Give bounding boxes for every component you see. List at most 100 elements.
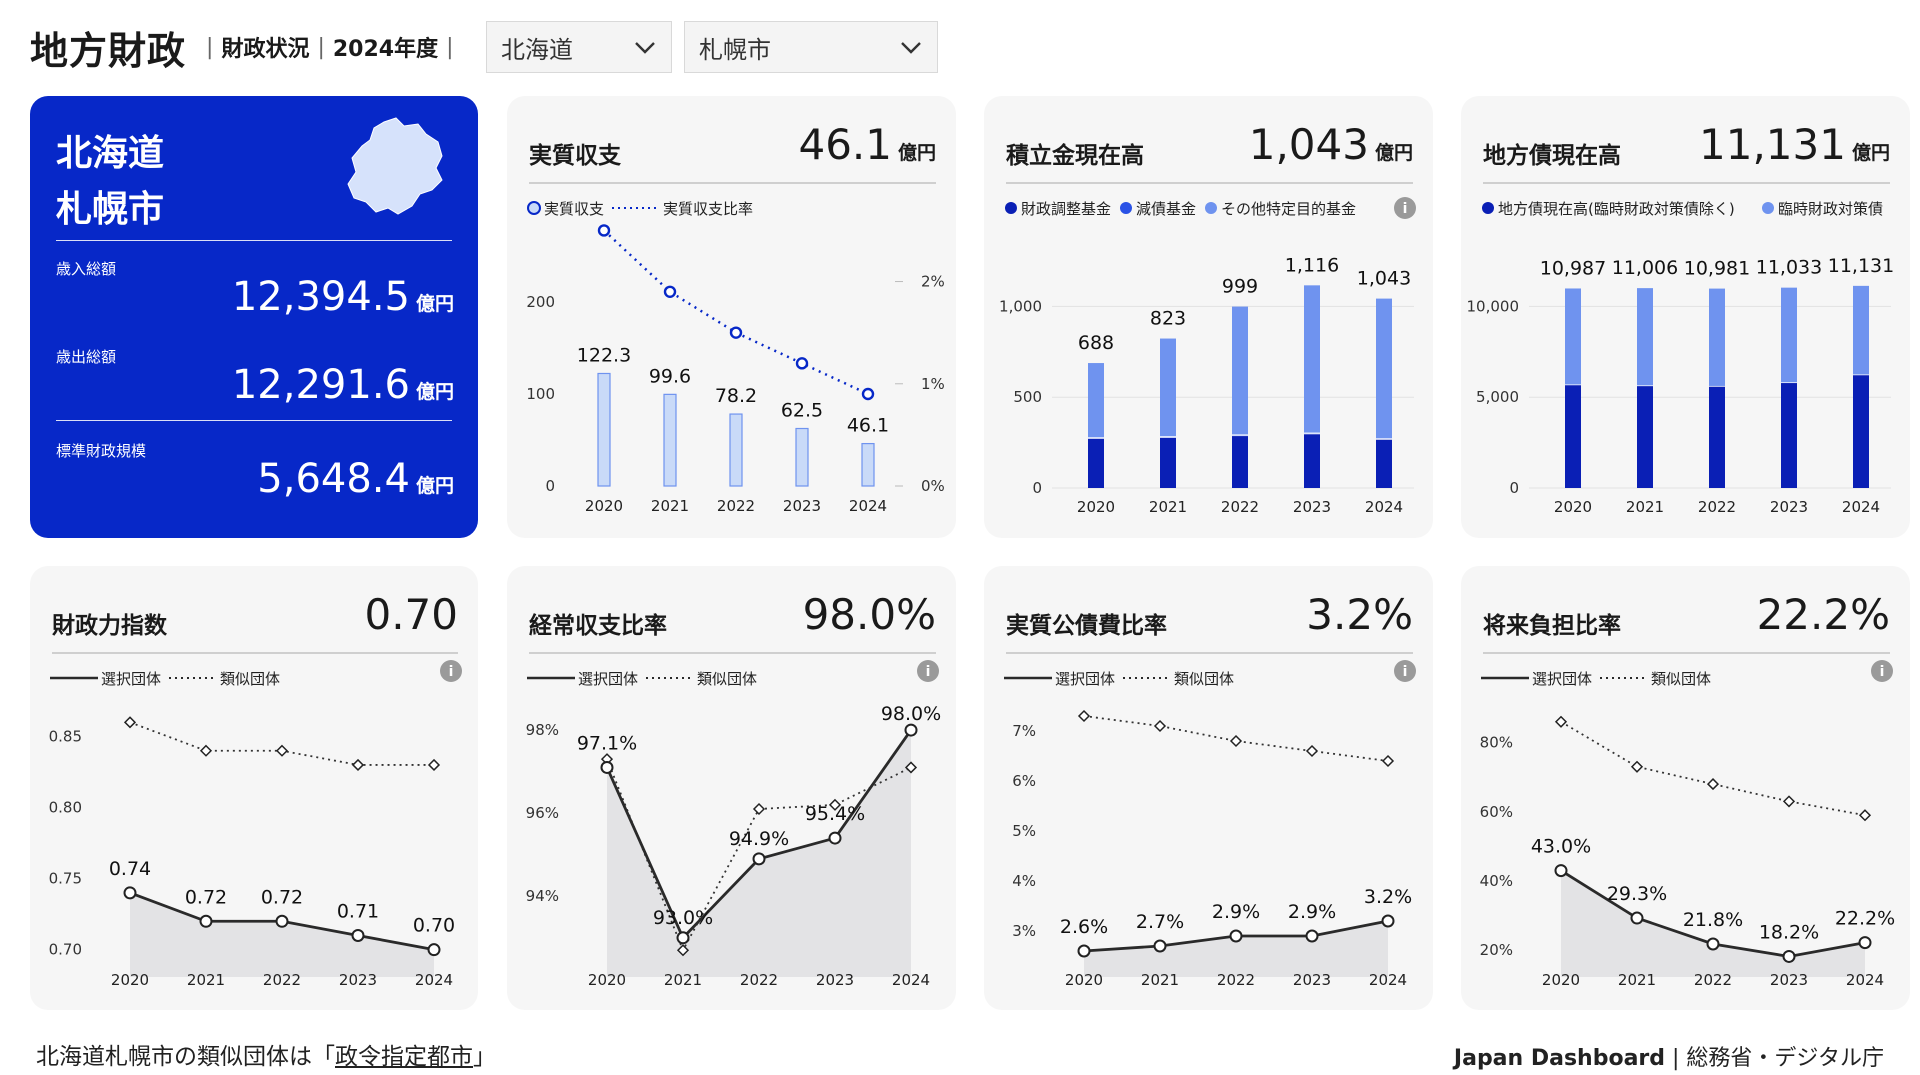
y-tick-label: 0 bbox=[1032, 479, 1042, 497]
legend-swatch bbox=[1762, 202, 1774, 214]
selected-point bbox=[1231, 931, 1242, 942]
x-tick-label: 2023 bbox=[339, 971, 377, 989]
page-header: 地方財政 | 財政状況 | 2024年度 | bbox=[30, 18, 462, 76]
data-label: 97.1% bbox=[577, 732, 637, 754]
x-tick-label: 2023 bbox=[1293, 971, 1331, 989]
divider bbox=[56, 240, 452, 241]
page-title: 地方財政 bbox=[30, 20, 186, 75]
line-point bbox=[731, 328, 741, 338]
bar-segment bbox=[1088, 438, 1104, 488]
data-label: 1,116 bbox=[1285, 254, 1339, 276]
selected-point bbox=[1155, 941, 1166, 952]
y-tick-label: 200 bbox=[526, 293, 555, 311]
legend-label: 減債基金 bbox=[1136, 200, 1196, 218]
x-tick-label: 2024 bbox=[1846, 971, 1884, 989]
data-label: 62.5 bbox=[781, 400, 823, 422]
data-label: 98.0% bbox=[881, 703, 941, 725]
bar-segment bbox=[1637, 288, 1653, 385]
data-label: 94.9% bbox=[729, 828, 789, 850]
bar-segment bbox=[1088, 363, 1104, 437]
future-burden-card: 将来負担比率 22.2% 選択団体類似団体i20%40%60%80%43.0%2… bbox=[1461, 566, 1910, 1010]
x-tick-label: 2022 bbox=[263, 971, 301, 989]
data-label: 0.70 bbox=[413, 915, 455, 937]
data-label: 11,131 bbox=[1828, 255, 1894, 277]
city-select[interactable]: 札幌市 bbox=[684, 21, 938, 73]
data-label: 78.2 bbox=[715, 385, 757, 407]
selected-point bbox=[1307, 931, 1318, 942]
ordinary-ratio-card: 経常収支比率 98.0% 選択団体類似団体i94%96%98%97.1%93.0… bbox=[507, 566, 956, 1010]
y-tick-label: 500 bbox=[1013, 388, 1042, 406]
legend-label: その他特定目的基金 bbox=[1221, 200, 1356, 218]
y-tick-label: 1,000 bbox=[999, 297, 1042, 315]
legend-label: 選択団体 bbox=[101, 670, 161, 688]
series-line bbox=[604, 230, 868, 394]
unit-label: 億円 bbox=[416, 475, 454, 497]
y-tick-label: 0.80 bbox=[49, 799, 82, 817]
legend-label: 実質収支比率 bbox=[663, 200, 753, 218]
unit-label: 億円 bbox=[416, 381, 454, 403]
bar bbox=[730, 414, 742, 486]
divider bbox=[56, 420, 452, 421]
x-tick-label: 2021 bbox=[1618, 971, 1656, 989]
similar-point bbox=[353, 760, 363, 770]
y-tick-label: 7% bbox=[1012, 722, 1036, 740]
legend-label: 地方債現在高(臨時財政対策債除く) bbox=[1498, 200, 1735, 218]
y-tick-label: 6% bbox=[1012, 772, 1036, 790]
local-bond-card: 地方債現在高 11,131億円 地方債現在高(臨時財政対策債除く)臨時財政対策債… bbox=[1461, 96, 1910, 538]
legend-label: 選択団体 bbox=[1055, 670, 1115, 688]
y-tick-label: 96% bbox=[526, 804, 559, 822]
brand-name: Japan Dashboard bbox=[1454, 1046, 1665, 1071]
x-tick-label: 2020 bbox=[585, 497, 623, 515]
selected-point bbox=[1708, 939, 1719, 950]
data-label: 122.3 bbox=[577, 344, 631, 366]
data-label: 3.2% bbox=[1364, 886, 1412, 908]
note-suffix: 」 bbox=[473, 1044, 496, 1070]
legend-label: 実質収支 bbox=[544, 200, 604, 218]
similar-point bbox=[429, 760, 439, 770]
local-bond-chart: 地方債現在高(臨時財政対策債除く)臨時財政対策債05,00010,00010,9… bbox=[1461, 96, 1910, 538]
separator: | bbox=[206, 35, 213, 60]
bar-segment bbox=[1376, 299, 1392, 438]
selected-point bbox=[277, 916, 288, 927]
x-tick-label: 2020 bbox=[588, 971, 626, 989]
x-tick-label: 2021 bbox=[187, 971, 225, 989]
x-tick-label: 2022 bbox=[1694, 971, 1732, 989]
prefecture-select[interactable]: 北海道 bbox=[486, 21, 672, 73]
note-prefix: 北海道札幌市の類似団体は「 bbox=[36, 1044, 335, 1070]
x-tick-label: 2021 bbox=[1149, 498, 1187, 516]
selected-point bbox=[602, 762, 613, 773]
data-label: 2.7% bbox=[1136, 911, 1184, 933]
legend-swatch bbox=[1205, 202, 1217, 214]
x-tick-label: 2020 bbox=[1077, 498, 1115, 516]
x-tick-label: 2021 bbox=[664, 971, 702, 989]
x-tick-label: 2023 bbox=[816, 971, 854, 989]
future-burden-chart: 選択団体類似団体i20%40%60%80%43.0%29.3%21.8%18.2… bbox=[1461, 566, 1910, 1010]
breadcrumb-year[interactable]: 2024年度 bbox=[333, 31, 438, 63]
selected-point bbox=[1079, 946, 1090, 957]
x-tick-label: 2020 bbox=[1065, 971, 1103, 989]
info-icon-glyph: i bbox=[1880, 664, 1885, 680]
y-tick-label: 20% bbox=[1480, 941, 1513, 959]
y-tick-label: 10,000 bbox=[1467, 297, 1520, 315]
data-label: 11,006 bbox=[1612, 257, 1678, 279]
data-label: 0.72 bbox=[185, 886, 227, 908]
legend-swatch bbox=[528, 202, 540, 214]
info-icon-glyph: i bbox=[926, 664, 931, 680]
data-label: 46.1 bbox=[847, 415, 889, 437]
data-label: 2.9% bbox=[1288, 901, 1336, 923]
expenditure-label: 歳出総額 bbox=[56, 346, 116, 367]
selected-point bbox=[1383, 916, 1394, 927]
data-label: 29.3% bbox=[1607, 883, 1667, 905]
y-tick-label: 3% bbox=[1012, 922, 1036, 940]
legend-swatch bbox=[1120, 202, 1132, 214]
separator: | bbox=[317, 35, 324, 60]
similar-group-link[interactable]: 政令指定都市 bbox=[335, 1044, 473, 1070]
y2-tick-label: 0% bbox=[921, 477, 945, 495]
y-tick-label: 40% bbox=[1480, 872, 1513, 890]
legend-label: 財政調整基金 bbox=[1021, 200, 1111, 218]
standard-label: 標準財政規模 bbox=[56, 440, 146, 461]
data-label: 99.6 bbox=[649, 365, 691, 387]
bar bbox=[598, 373, 610, 486]
breadcrumb-section[interactable]: 財政状況 bbox=[221, 31, 309, 63]
bar-segment bbox=[1853, 286, 1869, 375]
